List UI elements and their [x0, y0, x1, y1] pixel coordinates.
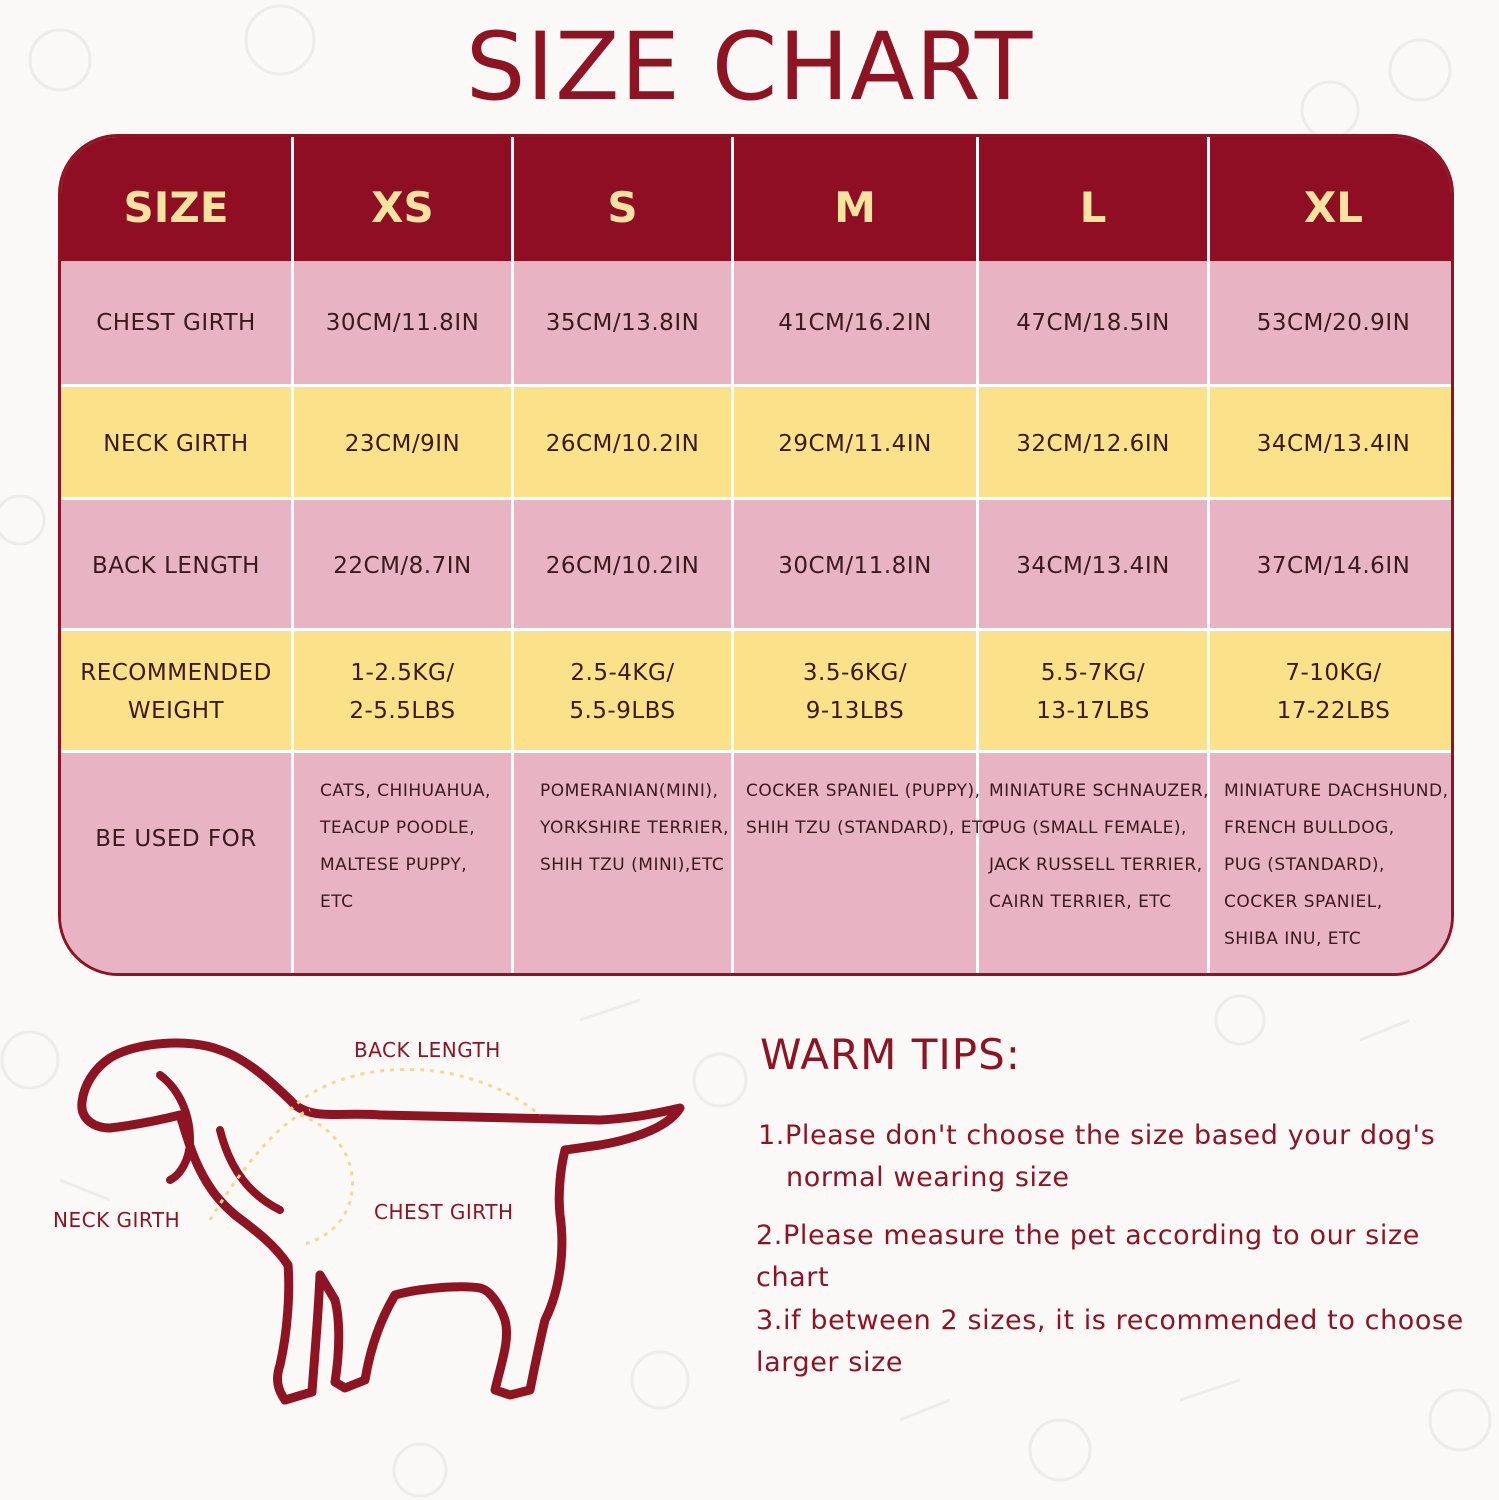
- tip-line: 3.if between 2 sizes, it is recommended …: [756, 1305, 1464, 1336]
- cell-line: MINIATURE SCHNAUZER,: [989, 781, 1210, 801]
- cell-line: 9-13LBS: [805, 698, 905, 724]
- row-label: BACK LENGTH: [61, 500, 294, 631]
- tip-line: 2.Please measure the pet according to ou…: [756, 1220, 1420, 1293]
- cell-line: 5.5-9LBS: [569, 698, 676, 724]
- cell-line: 17-22LBS: [1276, 698, 1391, 724]
- cell-line: POMERANIAN(MINI),: [540, 781, 719, 801]
- cell-line: SHIH TZU (MINI),ETC: [540, 855, 725, 875]
- cell-line: 2-5.5LBS: [349, 698, 456, 724]
- table-cell: 29CM/11.4IN: [734, 387, 979, 500]
- table-row: BACK LENGTH 22CM/8.7IN 26CM/10.2IN 30CM/…: [61, 497, 1451, 631]
- row-label: NECK GIRTH: [61, 387, 294, 500]
- cell-line: CATS, CHIHUAHUA,: [320, 781, 491, 801]
- row-label: RECOMMENDED WEIGHT: [61, 631, 294, 753]
- column-header: S: [514, 137, 734, 261]
- cell-line: MALTESE PUPPY,: [320, 855, 468, 875]
- cell-line: 13-17LBS: [1036, 698, 1150, 724]
- cell-line: MINIATURE DACHSHUND,: [1224, 781, 1449, 801]
- cell-line: 1-2.5KG/: [350, 660, 455, 686]
- column-header: SIZE: [61, 137, 294, 261]
- column-header: XL: [1303, 182, 1364, 232]
- table-cell: 37CM/14.6IN: [1256, 552, 1411, 579]
- cell-line: CAIRN TERRIER, ETC: [989, 892, 1172, 912]
- row-label-line: RECOMMENDED: [80, 660, 272, 686]
- table-cell: 5.5-7KG/ 13-17LBS: [979, 631, 1210, 753]
- tip-item: 1.Please don't choose the size based you…: [758, 1115, 1435, 1199]
- table-cell: 22CM/8.7IN: [294, 500, 514, 631]
- table-cell: 3.5-6KG/ 9-13LBS: [734, 631, 979, 753]
- cell-line: SHIBA INU, ETC: [1224, 929, 1362, 949]
- row-label: CHEST GIRTH: [61, 261, 294, 384]
- table-cell: 41CM/16.2IN: [734, 261, 979, 384]
- tip-line: 1.Please don't choose the size based you…: [758, 1120, 1436, 1151]
- cell-line: YORKSHIRE TERRIER,: [540, 818, 730, 838]
- table-cell: MINIATURE DACHSHUND, FRENCH BULLDOG, PUG…: [1210, 753, 1451, 973]
- table-cell: MINIATURE SCHNAUZER, PUG (SMALL FEMALE),…: [979, 753, 1210, 973]
- table-cell: 26CM/10.2IN: [514, 387, 734, 500]
- chest-girth-label: CHEST GIRTH: [374, 1200, 514, 1224]
- tip-item: 2.Please measure the pet according to ou…: [756, 1215, 1499, 1299]
- dog-outline-icon: [77, 1038, 685, 1405]
- column-header: XS: [294, 137, 514, 261]
- table-cell: 32CM/12.6IN: [979, 387, 1210, 500]
- column-header: M: [734, 137, 979, 261]
- table-cell: 35CM/13.8IN: [514, 261, 734, 384]
- cell-line: PUG (SMALL FEMALE),: [989, 818, 1187, 838]
- tips-heading: WARM TIPS:: [760, 1030, 1021, 1079]
- cell-line: 2.5-4KG/: [570, 660, 675, 686]
- table-row: NECK GIRTH 23CM/9IN 26CM/10.2IN 29CM/11.…: [61, 384, 1451, 500]
- table-cell: COCKER SPANIEL (PUPPY), SHIH TZU (STANDA…: [734, 753, 994, 973]
- row-label: BE USED FOR: [61, 753, 294, 973]
- measurement-diagram: BACK LENGTH NECK GIRTH CHEST GIRTH: [40, 1020, 720, 1440]
- row-label-line: WEIGHT: [127, 698, 225, 724]
- table-cell: CATS, CHIHUAHUA, TEACUP POODLE, MALTESE …: [294, 753, 514, 973]
- cell-line: SHIH TZU (STANDARD), ETC: [746, 818, 995, 838]
- size-chart-table: SIZE XS S M L XL CHEST GIRTH 30CM/11.8IN…: [58, 134, 1454, 976]
- table-header-row: SIZE XS S M L XL: [61, 137, 1451, 261]
- table-row: BE USED FOR CATS, CHIHUAHUA, TEACUP POOD…: [61, 750, 1451, 973]
- tip-line: normal wearing size: [786, 1162, 1070, 1193]
- table-cell: 53CM/20.9IN: [1256, 309, 1411, 336]
- table-cell: 34CM/13.4IN: [1256, 430, 1411, 457]
- table-row: RECOMMENDED WEIGHT 1-2.5KG/ 2-5.5LBS 2.5…: [61, 628, 1451, 753]
- page-title: SIZE CHART: [465, 13, 1034, 122]
- table-cell: 2.5-4KG/ 5.5-9LBS: [514, 631, 734, 753]
- table-cell: 34CM/13.4IN: [979, 500, 1210, 631]
- tip-line: larger size: [756, 1347, 904, 1378]
- table-cell: 30CM/11.8IN: [294, 261, 514, 384]
- tip-item: 3.if between 2 sizes, it is recommended …: [756, 1300, 1464, 1384]
- column-header: L: [979, 137, 1210, 261]
- cell-line: 5.5-7KG/: [1040, 660, 1146, 686]
- cell-line: TEACUP POODLE,: [320, 818, 476, 838]
- table-cell: POMERANIAN(MINI), YORKSHIRE TERRIER, SHI…: [514, 753, 734, 973]
- cell-line: ETC: [320, 892, 354, 912]
- table-row: CHEST GIRTH 30CM/11.8IN 35CM/13.8IN 41CM…: [61, 261, 1451, 384]
- table-cell: 47CM/18.5IN: [979, 261, 1210, 384]
- cell-line: FRENCH BULLDOG,: [1224, 818, 1395, 838]
- cell-line: 3.5-6KG/: [802, 660, 908, 686]
- cell-line: COCKER SPANIEL (PUPPY),: [746, 781, 981, 801]
- neck-girth-label: NECK GIRTH: [53, 1208, 181, 1232]
- table-cell: 23CM/9IN: [294, 387, 514, 500]
- table-cell: 26CM/10.2IN: [514, 500, 734, 631]
- table-cell: 30CM/11.8IN: [734, 500, 979, 631]
- table-cell: 1-2.5KG/ 2-5.5LBS: [294, 631, 514, 753]
- cell-line: JACK RUSSELL TERRIER,: [989, 855, 1203, 875]
- cell-line: COCKER SPANIEL,: [1224, 892, 1383, 912]
- cell-line: PUG (STANDARD),: [1224, 855, 1385, 875]
- cell-line: 7-10KG/: [1285, 660, 1382, 686]
- table-cell: 7-10KG/ 17-22LBS: [1210, 631, 1451, 753]
- back-length-label: BACK LENGTH: [354, 1038, 501, 1062]
